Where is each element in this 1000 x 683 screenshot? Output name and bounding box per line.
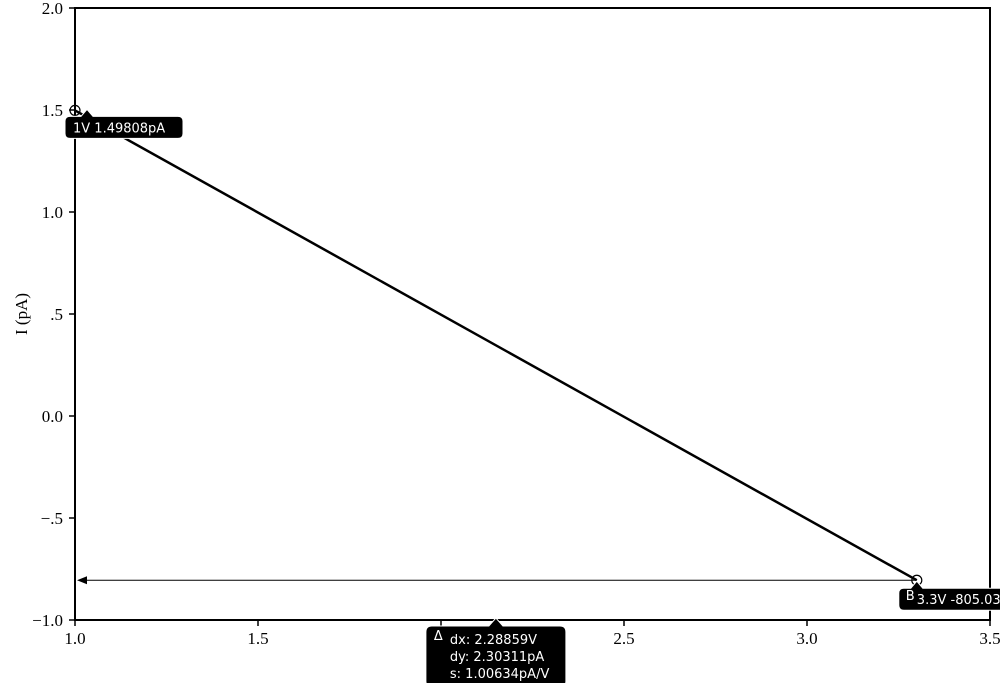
y-axis-label: I (pA) <box>12 293 31 335</box>
chart-frame: 1.01.52.02.53.03.5dc (V)−1.0−.50.0.51.01… <box>0 0 1000 683</box>
y-tick-label: 1.5 <box>42 101 63 120</box>
plot-border <box>75 8 990 620</box>
x-tick-label: 3.5 <box>979 629 1000 648</box>
x-tick-label: 3.0 <box>796 629 817 648</box>
y-tick-label: .5 <box>50 305 63 324</box>
chart-svg: 1.01.52.02.53.03.5dc (V)−1.0−.50.0.51.01… <box>0 0 1000 683</box>
x-tick-label: 1.0 <box>64 629 85 648</box>
cursor-b-tooltip-text: 3.3V -805.032fA <box>917 593 1000 608</box>
y-tick-label: −.5 <box>41 509 63 528</box>
delta-prefix: Δ <box>434 629 443 644</box>
y-tick-label: 0.0 <box>42 407 63 426</box>
delta-line: dy: 2.30311pA <box>450 650 545 665</box>
x-tick-label: 1.5 <box>247 629 268 648</box>
y-tick-label: 2.0 <box>42 0 63 18</box>
x-tick-label: 2.5 <box>613 629 634 648</box>
delta-line: s: 1.00634pA/V <box>450 667 550 682</box>
data-series-line <box>75 110 917 580</box>
cursor-a-tooltip-text: 1V 1.49808pA <box>73 121 165 136</box>
y-tick-label: 1.0 <box>42 203 63 222</box>
delta-line: dx: 2.28859V <box>450 633 537 648</box>
y-tick-label: −1.0 <box>32 611 63 630</box>
cursor-b-prefix: B <box>906 589 915 604</box>
cursor-b-guide-arrow <box>77 576 87 584</box>
